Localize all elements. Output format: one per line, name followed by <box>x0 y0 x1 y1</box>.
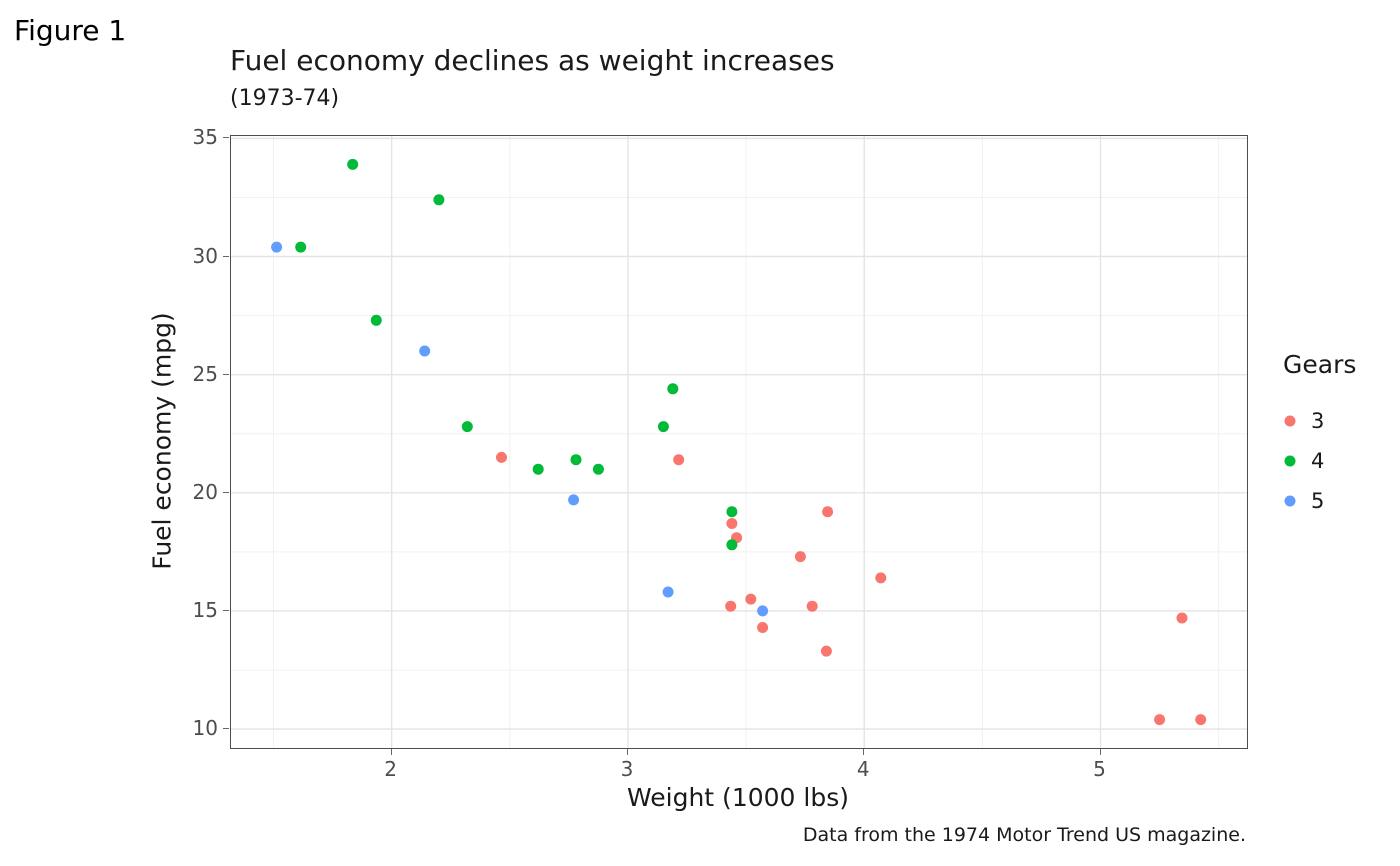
data-point-gear-4 <box>657 421 669 433</box>
data-point-gear-5 <box>757 605 769 617</box>
legend-dot-gear-3 <box>1284 415 1296 427</box>
data-point-gear-5 <box>568 494 580 506</box>
x-tick-mark <box>390 749 392 755</box>
data-point-gear-3 <box>757 622 769 633</box>
legend-dot-icon <box>1284 415 1296 427</box>
y-tick-label: 15 <box>192 597 218 622</box>
legend-item-label: 3 <box>1311 409 1325 433</box>
x-tick-label: 2 <box>384 757 398 781</box>
legend-item-gear-3: 3 <box>1283 401 1356 441</box>
y-tick-label: 35 <box>192 125 218 150</box>
data-point-gear-4 <box>726 506 738 518</box>
x-tick-label: 5 <box>1093 757 1106 781</box>
data-point-gear-4 <box>726 539 738 551</box>
y-tick-label: 10 <box>192 716 218 741</box>
y-tick-mark <box>223 373 229 375</box>
y-tick-mark <box>223 491 229 493</box>
legend-item-gear-4: 4 <box>1283 441 1356 481</box>
legend-item-gear-5: 5 <box>1283 481 1356 521</box>
x-tick-mark <box>1099 749 1101 755</box>
data-point-gear-3 <box>726 518 738 529</box>
data-point-gear-3 <box>820 645 832 657</box>
y-tick-mark <box>223 137 229 139</box>
data-point-gear-4 <box>347 158 359 170</box>
data-point-gear-3 <box>822 506 834 518</box>
x-axis-title: Weight (1000 lbs) <box>627 783 849 812</box>
data-point-gear-4 <box>461 421 473 433</box>
legend-item-label: 5 <box>1311 489 1325 513</box>
legend-dot-gear-5 <box>1284 495 1296 507</box>
data-point-gear-5 <box>419 345 431 357</box>
legend-dot-gear-4 <box>1284 455 1296 467</box>
y-tick-mark <box>223 609 229 611</box>
plot-panel <box>230 135 1248 749</box>
legend-item-label: 4 <box>1311 449 1325 473</box>
data-point-gear-4 <box>592 463 604 475</box>
legend-title: Gears <box>1283 350 1357 379</box>
y-tick-mark <box>223 255 229 257</box>
legend-dot-icon <box>1284 455 1296 467</box>
legend: Gears 3 4 5 <box>1283 350 1356 521</box>
data-point-gear-3 <box>1195 714 1207 726</box>
data-point-gear-4 <box>370 314 382 326</box>
data-point-gear-4 <box>570 454 582 466</box>
data-point-gear-3 <box>673 454 685 466</box>
data-point-gear-4 <box>295 241 307 253</box>
data-point-gear-5 <box>662 586 674 598</box>
data-point-gear-3 <box>794 551 806 563</box>
y-axis-title: Fuel economy (mpg) <box>147 312 177 570</box>
y-tick-label: 20 <box>192 479 218 504</box>
chart-caption: Data from the 1974 Motor Trend US magazi… <box>802 824 1246 846</box>
data-point-gear-3 <box>875 572 887 584</box>
data-point-gear-3 <box>1176 612 1188 624</box>
y-tick-label: 25 <box>192 361 218 386</box>
chart-subtitle: (1973-74) <box>230 86 340 111</box>
data-point-gear-3 <box>806 600 818 612</box>
data-point-gear-4 <box>433 194 445 206</box>
x-tick-mark <box>863 749 865 755</box>
x-tick-label: 4 <box>856 757 870 781</box>
data-point-gear-3 <box>745 593 757 605</box>
y-tick-label: 30 <box>192 243 218 268</box>
chart-title: Fuel economy declines as weight increase… <box>230 44 835 77</box>
data-point-gear-4 <box>532 463 544 475</box>
legend-dot-icon <box>1284 495 1296 507</box>
data-point-gear-4 <box>667 383 679 395</box>
x-tick-label: 3 <box>620 757 634 781</box>
y-tick-mark <box>223 728 229 730</box>
figure-tag: Figure 1 <box>14 14 127 47</box>
data-point-gear-3 <box>725 600 737 612</box>
scatter-plot-canvas <box>231 136 1247 748</box>
data-point-gear-3 <box>496 451 507 463</box>
data-point-gear-5 <box>271 241 283 253</box>
data-point-gear-3 <box>1154 714 1166 726</box>
x-tick-mark <box>626 749 628 755</box>
